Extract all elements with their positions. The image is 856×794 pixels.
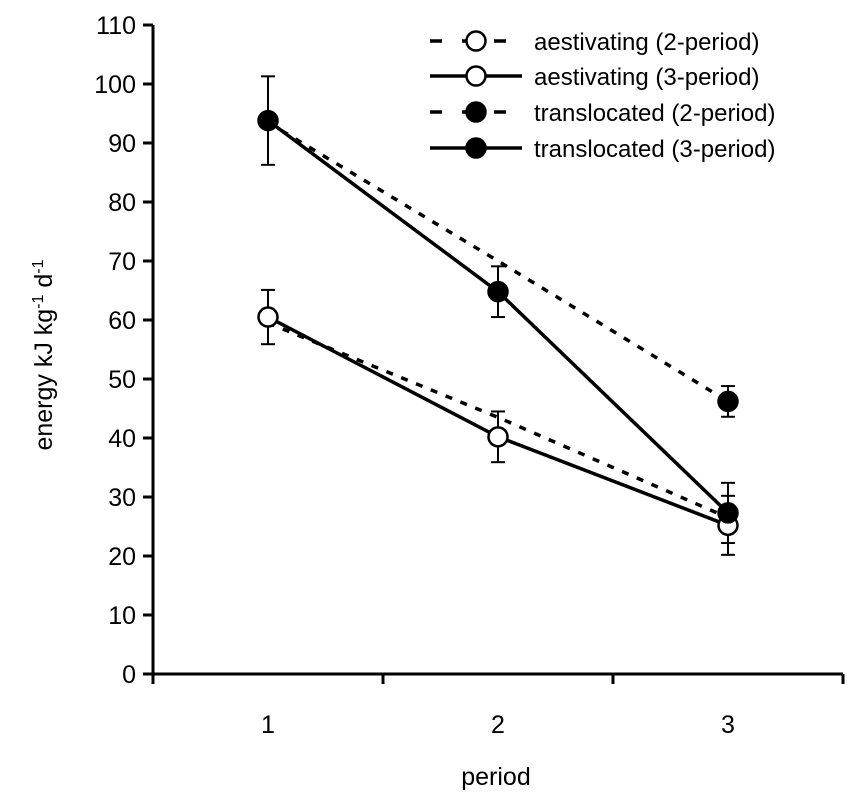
legend-label-2: translocated (2-period) xyxy=(534,100,775,127)
legend-marker-3 xyxy=(465,137,487,159)
y-tick-label-40: 40 xyxy=(108,425,136,453)
legend: aestivating (2-period) aestivating (3-per… xyxy=(430,29,775,163)
marker-3-0 xyxy=(257,109,279,132)
legend-marker-1 xyxy=(465,65,487,87)
marker-3-2 xyxy=(717,502,739,524)
y-axis-title-base: energy kJ kg xyxy=(30,309,58,451)
y-axis-title-mid: d xyxy=(30,274,58,295)
marker-2-2 xyxy=(717,390,739,413)
marker-1-0 xyxy=(257,306,279,328)
legend-label-1: aestivating (3-period) xyxy=(534,64,759,91)
legend-label-0: aestivating (2-period) xyxy=(534,29,759,56)
axes: 0 10 20 30 40 50 60 70 80 90 100 110 1 2 3 xyxy=(94,12,845,739)
y-tick-label-110: 110 xyxy=(96,12,136,40)
y-tick-label-70: 70 xyxy=(108,248,136,276)
y-axis-title: energy kJ kg-1 d-1 xyxy=(30,259,58,450)
marker-1-1 xyxy=(487,426,509,448)
x-axis-title: period xyxy=(461,763,531,791)
y-axis-title-exp1: -1 xyxy=(30,294,47,308)
y-tick-label-30: 30 xyxy=(108,484,136,512)
y-tick-label-0: 0 xyxy=(122,661,136,689)
y-tick-label-80: 80 xyxy=(108,189,136,217)
y-tick-label-90: 90 xyxy=(108,130,136,158)
legend-label-3: translocated (3-period) xyxy=(534,136,775,163)
y-tick-label-10: 10 xyxy=(108,602,136,630)
x-tick-label-1: 1 xyxy=(261,711,275,739)
series-line-2 xyxy=(267,120,729,403)
y-tick-label-100: 100 xyxy=(94,71,136,99)
markers xyxy=(257,109,739,537)
marker-3-1 xyxy=(487,280,509,303)
y-tick-label-50: 50 xyxy=(108,366,136,394)
series-line-0 xyxy=(267,321,729,520)
legend-marker-0 xyxy=(465,30,487,52)
y-axis-title-exp2: -1 xyxy=(30,259,47,273)
y-tick-label-60: 60 xyxy=(108,307,136,335)
legend-marker-2 xyxy=(465,101,487,123)
series-lines xyxy=(266,119,730,527)
x-tick-label-3: 3 xyxy=(721,711,735,739)
x-tick-label-2: 2 xyxy=(491,711,505,739)
y-tick-label-20: 20 xyxy=(108,543,136,571)
